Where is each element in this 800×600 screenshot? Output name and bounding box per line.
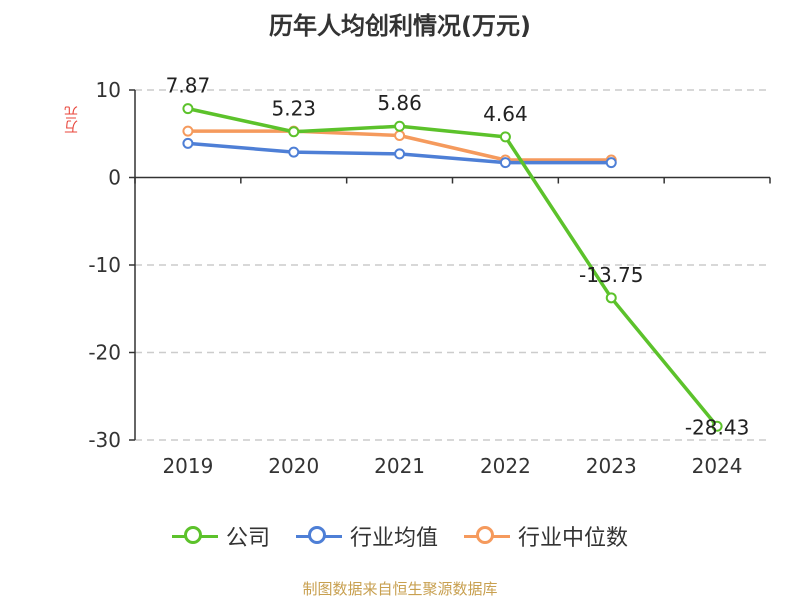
point-s1-2021 [394, 148, 406, 160]
point-s2-2019 [182, 125, 194, 137]
chart-title: 历年人均创利情况(万元) [269, 12, 531, 40]
data-label-2019: 7.87 [166, 74, 211, 98]
data-label-2020: 5.23 [271, 97, 316, 121]
point-s0-2021 [394, 120, 406, 132]
point-s1-2019 [182, 137, 194, 149]
data-label-2022: 4.64 [483, 102, 528, 126]
legend-item-industry-median[interactable]: 行业中位数 [464, 520, 628, 552]
legend-swatch-industry-median [464, 524, 510, 548]
data-label-2024: -28.43 [685, 415, 749, 439]
point-s0-2020 [288, 126, 300, 138]
data-label-2021: 5.86 [377, 91, 422, 115]
x-tick-label-2019: 2019 [162, 454, 213, 478]
point-s0-2022 [499, 131, 511, 143]
point-s0-2023 [605, 292, 617, 304]
x-tick-label-2022: 2022 [480, 454, 531, 478]
axes: 10 0 -10 -20 -30 2019 2020 2021 2022 2023 2024 [88, 78, 771, 478]
series-lines [182, 103, 723, 432]
y-tick-label-3: -20 [88, 341, 121, 365]
source-footer: 制图数据来自恒生聚源数据库 [302, 580, 498, 598]
point-s1-2020 [288, 146, 300, 158]
legend-swatch-company [171, 524, 218, 548]
data-labels: 7.87 5.23 5.86 4.64 -13.75 -28.43 [166, 74, 750, 440]
y-tick-label-0: 10 [96, 78, 121, 102]
point-s1-2022 [499, 157, 511, 169]
series-line-0 [187, 106, 719, 428]
legend-item-company[interactable]: 公司 [171, 520, 270, 552]
x-tick-label-2021: 2021 [374, 454, 425, 478]
x-tick-label-2024: 2024 [692, 454, 743, 478]
y-tick-label-4: -30 [88, 428, 121, 452]
x-tick-label-2020: 2020 [268, 454, 319, 478]
x-tick-label-2023: 2023 [586, 454, 637, 478]
legend-swatch-industry-average [295, 524, 342, 548]
point-s0-2024 [711, 420, 723, 432]
legend-label-industry-average: 行业均值 [349, 526, 438, 551]
legend-label-industry-median: 行业中位数 [518, 526, 629, 551]
legend-item-industry-average[interactable]: 行业均值 [295, 520, 438, 552]
data-label-2023: -13.75 [579, 263, 643, 287]
grid-lines [135, 89, 770, 441]
point-s0-2019 [182, 103, 194, 115]
point-s1-2023 [605, 157, 617, 169]
legend-label-company: 公司 [225, 526, 270, 551]
point-s2-2021 [394, 130, 406, 141]
y-tick-label-2: -10 [88, 253, 121, 277]
y-tick-label-1: 0 [108, 166, 121, 190]
legend: 公司 行业均值 行业中位数 [0, 520, 800, 552]
